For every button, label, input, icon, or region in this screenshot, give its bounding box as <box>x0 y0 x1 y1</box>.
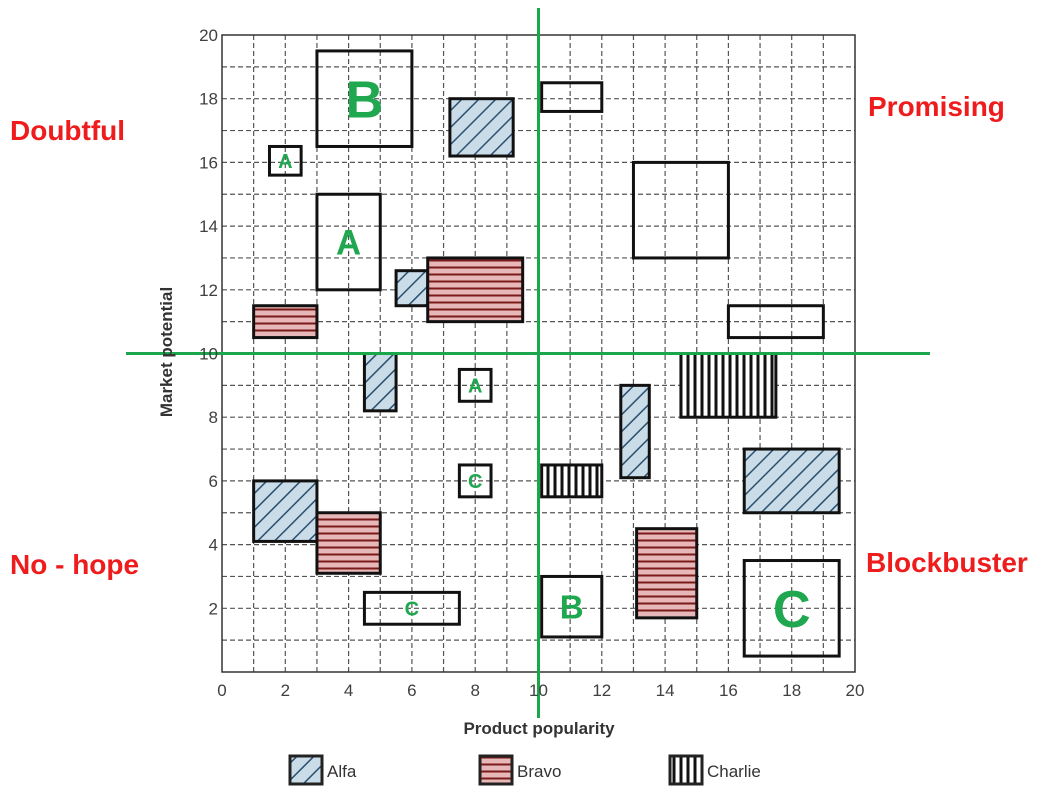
bubble-alfa <box>252 479 319 543</box>
y-tick-label: 6 <box>209 472 218 491</box>
bubble-unfilled <box>540 81 604 113</box>
bubble-label: B <box>346 72 384 130</box>
bubble-label: C <box>468 471 482 493</box>
bubble-unfilled <box>457 367 493 403</box>
x-tick-label: 0 <box>217 681 226 700</box>
bubble-unfilled <box>540 574 604 639</box>
bubble-label: C <box>773 581 811 639</box>
bubble-bravo <box>252 304 319 340</box>
x-tick-label: 6 <box>407 681 416 700</box>
legend-swatch-charlie <box>668 754 704 786</box>
y-tick-label: 16 <box>199 153 218 172</box>
x-tick-label: 8 <box>470 681 479 700</box>
y-tick-label: 4 <box>209 536 218 555</box>
y-tick-label: 2 <box>209 599 218 618</box>
bubble-unfilled <box>631 160 730 260</box>
bubble-alfa <box>394 269 430 308</box>
legend: Alfa Bravo Charlie <box>288 754 761 786</box>
bubble-label: A <box>336 224 361 263</box>
legend-label-bravo: Bravo <box>517 762 561 781</box>
x-tick-label: 2 <box>281 681 290 700</box>
y-tick-label: 8 <box>209 408 218 427</box>
bubble-unfilled <box>362 590 461 626</box>
quadrant-label-promising: Promising <box>868 91 1005 122</box>
x-tick-label: 10 <box>529 681 548 700</box>
bubble-unfilled <box>726 304 825 340</box>
bubble-label: A <box>468 376 482 398</box>
bubble-alfa <box>448 97 515 158</box>
bubble-label: A <box>278 151 292 173</box>
y-tick-label: 12 <box>199 281 218 300</box>
quadrant-label-no-hope: No - hope <box>10 549 139 580</box>
bubble-charlie <box>679 352 778 419</box>
quadrant-label-doubtful: Doubtful <box>10 115 125 146</box>
bubble-unfilled <box>267 144 303 177</box>
x-tick-label: 18 <box>782 681 801 700</box>
y-tick-label: 18 <box>199 90 218 109</box>
bubble-alfa <box>619 383 651 480</box>
bubble-unfilled <box>742 559 841 658</box>
bubble-label: B <box>560 590 584 627</box>
bubble-unfilled <box>315 192 382 292</box>
legend-swatch-bravo <box>478 754 514 786</box>
y-axis-title: Market potential <box>157 287 176 417</box>
x-axis-title: Product popularity <box>463 719 615 738</box>
bubble-alfa <box>742 447 841 515</box>
quadrant-dividers <box>126 8 930 718</box>
bubble-bravo <box>426 256 525 324</box>
bubbles: B A A A C C B C <box>252 49 841 658</box>
legend-item-alfa: Alfa <box>288 754 357 786</box>
x-tick-label: 14 <box>656 681 675 700</box>
y-tick-label: 10 <box>199 345 218 364</box>
quadrant-label-blockbuster: Blockbuster <box>866 547 1028 578</box>
bubble-bravo <box>635 527 699 620</box>
legend-item-charlie: Charlie <box>668 754 761 786</box>
axis-ticks: 0 2 4 6 8 10 12 14 16 18 20 2 4 6 8 10 12 14 16 18 20 <box>199 26 864 700</box>
legend-label-charlie: Charlie <box>707 762 761 781</box>
legend-label-alfa: Alfa <box>327 762 357 781</box>
legend-swatch-alfa <box>288 754 324 786</box>
x-tick-label: 12 <box>592 681 611 700</box>
x-tick-label: 4 <box>344 681 353 700</box>
bubble-unfilled <box>457 463 493 499</box>
bubble-label: C <box>405 599 419 621</box>
bubble-alfa <box>362 352 398 413</box>
x-tick-label: 20 <box>846 681 865 700</box>
bubble-unfilled <box>315 49 414 148</box>
legend-item-bravo: Bravo <box>478 754 561 786</box>
y-tick-label: 20 <box>199 26 218 45</box>
bubble-bravo <box>315 511 382 575</box>
bubble-charlie <box>540 463 604 499</box>
y-tick-label: 14 <box>199 217 218 236</box>
x-tick-label: 16 <box>719 681 738 700</box>
